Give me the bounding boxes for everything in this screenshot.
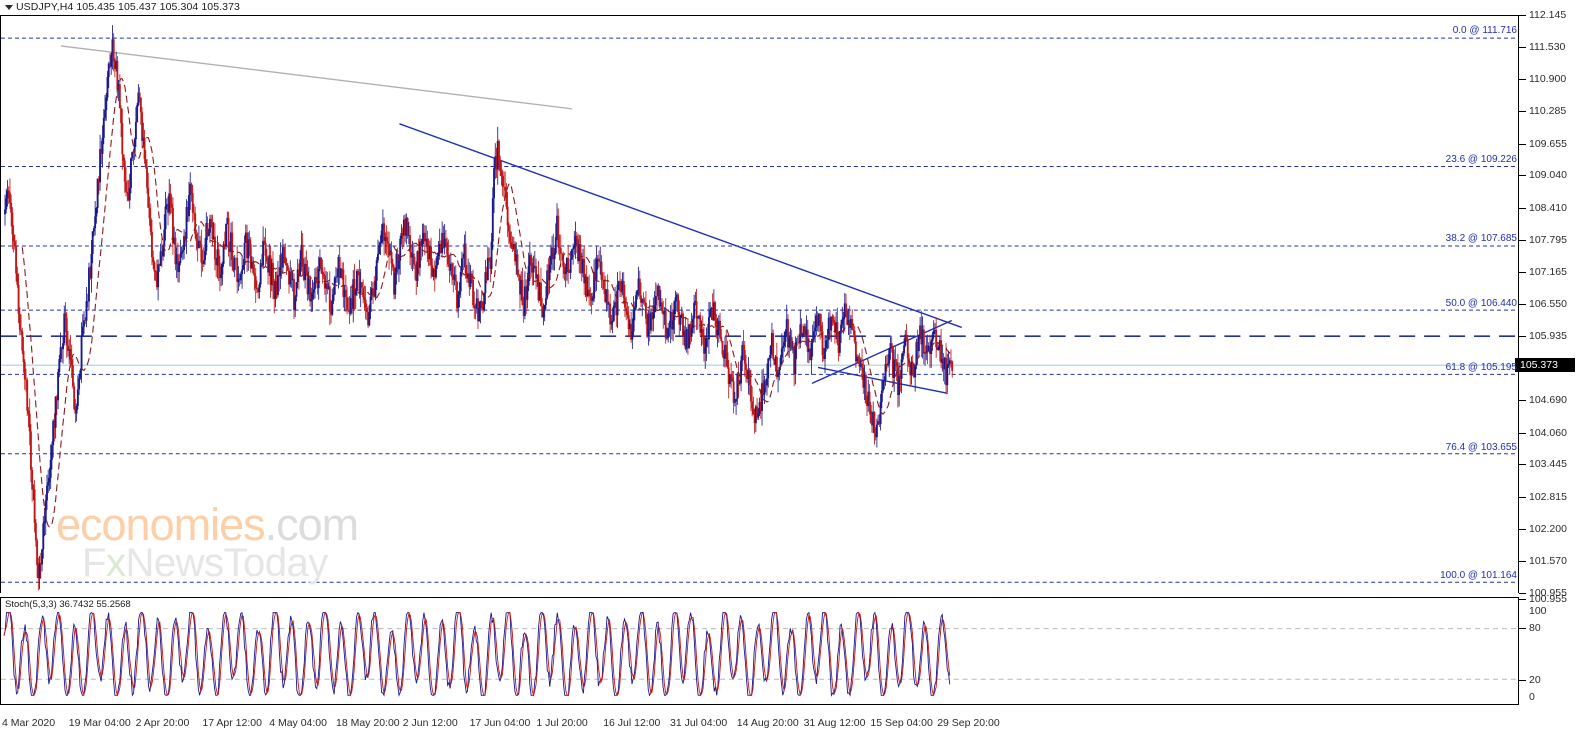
price-axis-label: 109.655 [1529,137,1567,150]
current-price-tag: 105.373 [1515,357,1575,372]
time-axis-label: 31 Jul 04:00 [670,717,728,729]
price-axis-label: 110.900 [1529,73,1567,86]
price-axis-label: 107.165 [1529,266,1567,279]
time-axis[interactable]: 4 Mar 2020 19 Mar 04:00 2 Apr 20:00 17 Apr … [0,706,1596,743]
price-axis-tick [1519,561,1526,563]
price-axis-label: 100.955 [1529,587,1567,599]
price-axis-tick [1519,304,1526,305]
fib-level-label: 38.2 @ 107.685 [1445,233,1517,245]
fib-level-label: 50.0 @ 106.440 [1445,297,1517,309]
time-axis-label: 15 Sep 04:00 [870,717,933,729]
stochastic-label: Stoch(5,3,3) 36.7432 55.2568 [5,599,131,610]
stochastic-canvas [1,611,1518,697]
price-axis-tick [1519,15,1526,16]
time-axis-label: 2 Jun 12:00 [402,717,458,729]
fib-level-label: 0.0 @ 111.716 [1452,25,1517,37]
price-axis-tick [1519,111,1526,113]
price-axis-tick [1519,239,1526,241]
time-axis-label: 2 Apr 20:00 [135,717,190,729]
time-axis-label: 1 Jul 20:00 [536,717,588,729]
price-axis-tick [1519,400,1526,402]
price-chart-canvas [1,25,1518,591]
stochastic-axis-label: 80 [1529,622,1541,635]
price-axis-tick [1519,143,1526,145]
price-axis-label: 110.285 [1529,105,1567,118]
stochastic-axis-label: 100.955 [1529,593,1567,605]
wedge-line-1 [811,319,953,385]
stochastic-axis-label: 20 [1529,673,1541,686]
price-axis-tick [1519,464,1526,466]
time-axis-label: 19 Mar 04:00 [68,717,131,729]
grey-trendline [60,45,573,110]
chart-header: USDJPY,H4 105.435 105.437 105.304 105.37… [0,0,1596,15]
price-chart-pane[interactable]: economies.com FxNewsToday [0,15,1519,593]
price-axis-tick [1519,272,1526,274]
price-axis-label: 103.445 [1529,458,1567,471]
stochastic-axis-label: 0 [1529,691,1535,703]
stochastic-axis-label: 100 [1529,605,1547,617]
time-axis-label: 16 Jul 12:00 [603,717,661,729]
fib-level-label: 23.6 @ 109.226 [1445,153,1517,165]
price-axis-label: 109.040 [1529,169,1567,182]
price-axis-label: 102.815 [1529,490,1567,503]
price-axis-tick [1519,432,1526,434]
price-axis-label: 104.690 [1529,394,1567,407]
stochastic-axis-tick [1519,679,1526,681]
price-axis-label: 102.200 [1529,522,1567,535]
price-axis-tick [1519,46,1526,48]
time-axis-label: 31 Aug 12:00 [803,717,866,729]
price-axis-label: 104.060 [1529,426,1567,439]
time-axis-label: 14 Aug 20:00 [736,717,799,729]
moving-average-line [21,77,953,528]
price-axis-tick [1519,335,1526,337]
price-axis-label: 101.570 [1529,555,1567,568]
time-axis-label: 4 May 04:00 [269,717,327,729]
price-axis-tick [1519,207,1526,209]
triangle-down-icon[interactable] [5,5,13,10]
price-axis-label: 108.410 [1529,201,1567,214]
price-axis-label: 106.550 [1529,298,1567,310]
time-axis-label: 4 Mar 2020 [2,717,56,729]
stochastic-axis-tick [1519,599,1526,600]
fib-level-label: 100.0 @ 101.164 [1440,570,1517,582]
stochastic-d-line [3,611,951,697]
price-axis-tick [1519,175,1526,177]
stochastic-axis[interactable]: 100.955 100 80 20 0 [1519,593,1596,705]
downtrend-line [399,123,962,329]
price-axis-label: 107.795 [1529,233,1567,246]
time-axis-label: 17 Apr 12:00 [202,717,262,729]
price-axis-tick [1519,528,1526,530]
time-axis-label: 18 May 20:00 [336,717,400,729]
price-axis-label: 105.935 [1529,329,1567,342]
candlestick-series [4,25,954,591]
price-axis[interactable]: 112.145 111.530 110.900 110.285 109.655 109.0… [1519,9,1596,599]
fib-level-label: 61.8 @ 105.195 [1445,361,1517,373]
price-axis-label: 111.530 [1529,40,1566,53]
fib-level-label: 76.4 @ 103.655 [1445,441,1517,453]
price-axis-label: 112.145 [1529,9,1567,21]
symbol-quote-line: USDJPY,H4 105.435 105.437 105.304 105.37… [16,1,240,13]
time-axis-label: 29 Sep 20:00 [937,717,1000,729]
price-axis-tick [1519,496,1526,498]
stochastic-axis-tick [1519,628,1526,630]
time-axis-label: 17 Jun 04:00 [469,717,531,729]
stochastic-pane[interactable]: Stoch(5,3,3) 36.7432 55.2568 [0,597,1519,705]
price-axis-tick [1519,79,1526,81]
price-axis-tick [1519,593,1526,594]
